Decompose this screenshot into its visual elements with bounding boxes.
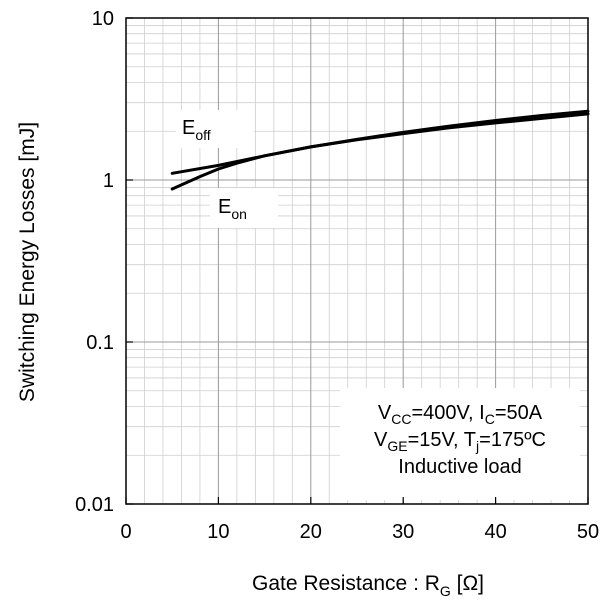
eoff-label-bg [176,110,254,148]
x-tick-label: 10 [207,521,229,543]
y-tick-label: 10 [92,8,114,30]
conditions-line-3: Inductive load [398,456,521,478]
x-axis-title: Gate Resistance : RG [Ω] [252,572,484,599]
conditions-line-2: VGE=15V, Tj=175ºC [374,429,546,454]
y-tick-label: 0.01 [75,494,114,516]
x-tick-label: 0 [120,521,131,543]
y-tick-label: 1 [103,170,114,192]
conditions-box-bg [340,388,580,500]
conditions-line-1: VCC=400V, IC=50A [378,402,543,427]
y-tick-label: 0.1 [86,332,114,354]
x-tick-label: 50 [577,521,599,543]
eon-label-bg [210,188,278,228]
x-tick-label: 20 [300,521,322,543]
series-line-eon [170,112,590,191]
y-tick-labels: 0.01 0.1 1 10 [75,8,114,516]
plot-frame [125,17,589,505]
x-tick-label: 30 [392,521,414,543]
y-axis-title: Switching Energy Losses [mJ] [16,122,39,402]
tick-marks [125,17,589,505]
series-label-eoff: Eoff [182,117,211,143]
x-tick-labels: 0 10 20 30 40 50 [120,521,599,543]
series-label-eon: Eon [218,196,247,222]
series-lines [170,109,590,191]
x-tick-label: 40 [484,521,506,543]
